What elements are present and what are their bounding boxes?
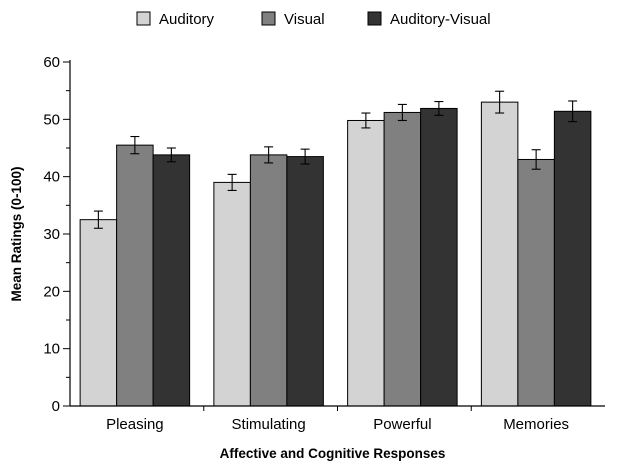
bar-visual-memories xyxy=(517,158,555,407)
bar-auditory-visual-pleasing xyxy=(152,154,191,407)
category-label-pleasing: Pleasing xyxy=(106,416,164,433)
legend-label-visual: Visual xyxy=(284,11,325,28)
y-tick-label-20: 20 xyxy=(43,283,60,300)
legend-swatch-auditory xyxy=(136,11,151,26)
bar-auditory-memories xyxy=(480,101,519,407)
bar-auditory-pleasing xyxy=(79,219,118,407)
bars xyxy=(79,101,592,407)
bar-visual-pleasing xyxy=(116,144,154,407)
legend-swatch-visual xyxy=(261,11,276,26)
error-bars xyxy=(93,90,578,229)
bar-auditory-powerful xyxy=(347,119,385,407)
bar-visual-powerful xyxy=(383,111,422,407)
category-label-memories: Memories xyxy=(503,416,569,433)
category-label-powerful: Powerful xyxy=(373,416,431,433)
axis-labels: 0 10 20 30 40 50 60 Pleasing Stimulating Powerful… xyxy=(9,54,569,461)
y-tick-label-30: 30 xyxy=(43,226,60,243)
y-tick-label-50: 50 xyxy=(43,111,60,128)
x-axis-title: Affective and Cognitive Responses xyxy=(220,446,446,461)
bar-auditory-visual-memories xyxy=(553,110,592,407)
y-tick-label-60: 60 xyxy=(43,54,60,71)
legend-label-auditory-visual: Auditory-Visual xyxy=(390,11,491,28)
axes xyxy=(63,60,605,411)
legend: Auditory Visual Auditory-Visual xyxy=(136,11,491,28)
y-tick-label-10: 10 xyxy=(43,341,60,358)
bar-auditory-visual-stimulating xyxy=(286,156,324,407)
legend-label-auditory: Auditory xyxy=(159,11,215,28)
y-tick-label-40: 40 xyxy=(43,169,60,186)
y-axis-title: Mean Ratings (0-100) xyxy=(9,166,24,301)
category-label-stimulating: Stimulating xyxy=(232,416,306,433)
bar-visual-stimulating xyxy=(249,154,288,407)
legend-swatch-auditory-visual xyxy=(367,11,382,26)
y-tick-label-0: 0 xyxy=(52,398,60,415)
bar-auditory-stimulating xyxy=(213,181,251,407)
bar-auditory-visual-powerful xyxy=(420,107,458,407)
